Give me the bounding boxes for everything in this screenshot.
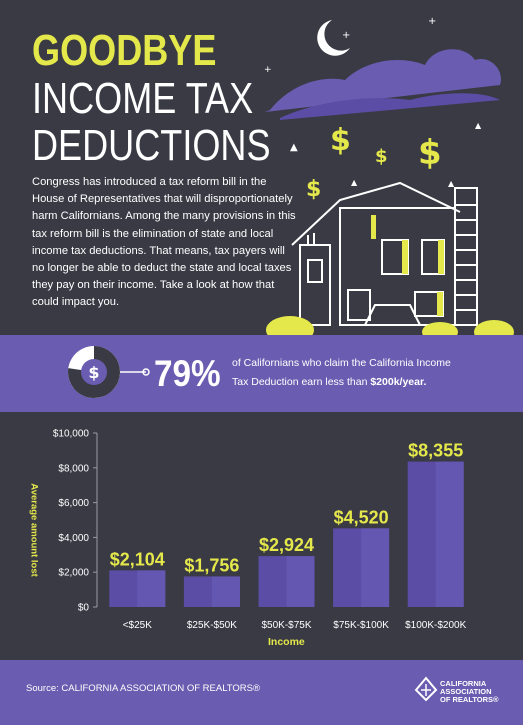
y-tick-label: $0 [78, 603, 90, 614]
title-line-2: INCOME TAX [32, 74, 253, 124]
x-tick-label: $50K-$75K [261, 620, 311, 631]
house-illustration: + + + + $ $ $ $ ▲ ▲ ▲ ▲ [250, 0, 523, 345]
data-label: $4,520 [334, 507, 389, 527]
bar-chart: $0 $2,000 $4,000 $6,000 $8,000 $10,000 $2,104 <… [0, 412, 523, 660]
y-tick-label: $6,000 [58, 498, 89, 509]
dollar-icon: $ [418, 133, 442, 173]
data-label: $1,756 [184, 555, 239, 575]
x-tick-label: $75K-$100K [333, 620, 389, 631]
dollar-icon: $ [88, 363, 99, 382]
y-axis-label: Average amount lost [29, 483, 40, 577]
bar-shade [287, 556, 315, 607]
x-axis-label: Income [268, 636, 305, 648]
bar-shade [212, 576, 240, 607]
svg-text:▲: ▲ [351, 178, 358, 187]
svg-text:▲: ▲ [475, 121, 482, 130]
y-tick-label: $2,000 [58, 568, 89, 579]
x-tick-label: $100K-$200K [405, 620, 466, 631]
stat-text-bold: $200k/year. [370, 376, 426, 388]
y-tick-label: $10,000 [53, 429, 90, 440]
y-tick-label: $4,000 [58, 533, 89, 544]
y-tick-label: $8,000 [58, 463, 89, 474]
svg-text:▲: ▲ [290, 142, 298, 153]
stat-text-line-1: of Californians who claim the California… [232, 357, 451, 369]
svg-text:+: + [428, 16, 436, 27]
car-logo-line: OF REALTORS® [440, 696, 499, 704]
dollar-icon: $ [330, 123, 351, 158]
svg-text:+: + [264, 65, 272, 75]
dollar-icon: $ [306, 177, 321, 202]
data-label: $2,104 [110, 549, 165, 569]
bar-shade [436, 462, 464, 607]
bar-shade [137, 570, 165, 607]
source-text: Source: CALIFORNIA ASSOCIATION OF REALTO… [26, 683, 260, 694]
pie-stat-graphic: $ [66, 344, 156, 400]
x-tick-label: $25K-$50K [187, 620, 237, 631]
dollar-icon: $ [375, 146, 388, 167]
title-line-1: GOODBYE [32, 26, 216, 76]
svg-text:+: + [342, 30, 350, 41]
car-logo-icon [414, 676, 438, 702]
stat-percent: 79% [154, 353, 221, 395]
data-label: $8,355 [408, 441, 463, 461]
svg-text:▲: ▲ [448, 179, 455, 188]
stat-text-line-2: Tax Deduction earn less than $200k/year. [232, 376, 426, 388]
x-tick-label: <$25K [123, 620, 153, 631]
stat-text-prefix: Tax Deduction earn less than [232, 376, 370, 388]
car-logo-text: CALIFORNIA ASSOCIATION OF REALTORS® [440, 680, 499, 704]
data-label: $2,924 [259, 535, 314, 555]
title-line-3: DEDUCTIONS [32, 121, 271, 171]
bar-shade [361, 528, 389, 607]
